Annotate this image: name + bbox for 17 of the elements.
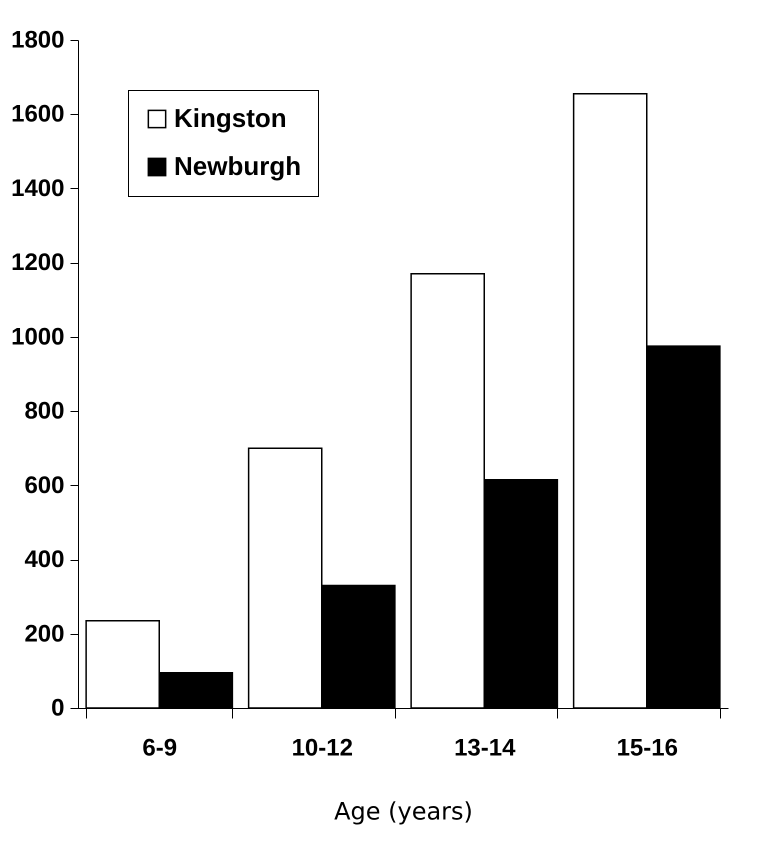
x-tick-label: 6-9 bbox=[142, 734, 178, 762]
y-tick-label: 600 bbox=[24, 472, 64, 499]
y-tick-label: 1600 bbox=[11, 100, 64, 128]
y-tick-label: 800 bbox=[24, 398, 64, 425]
y-tick-label: 0 bbox=[51, 694, 64, 722]
x-tick-label: 15-16 bbox=[616, 734, 678, 762]
y-tick-label: 1000 bbox=[11, 323, 64, 350]
legend-label: Newburgh bbox=[174, 151, 302, 181]
legend-label: Kingston bbox=[174, 103, 287, 133]
y-tick-label: 1200 bbox=[11, 249, 64, 276]
x-tick-label: 13-14 bbox=[454, 734, 516, 762]
x-axis-title: Age (years) bbox=[334, 798, 473, 826]
y-tick-label: 1800 bbox=[11, 26, 64, 54]
y-tick-label: 1400 bbox=[11, 174, 64, 202]
y-tick-label: 400 bbox=[24, 546, 64, 574]
y-tick-label: 200 bbox=[24, 620, 64, 648]
x-tick-label: 10-12 bbox=[292, 734, 353, 762]
